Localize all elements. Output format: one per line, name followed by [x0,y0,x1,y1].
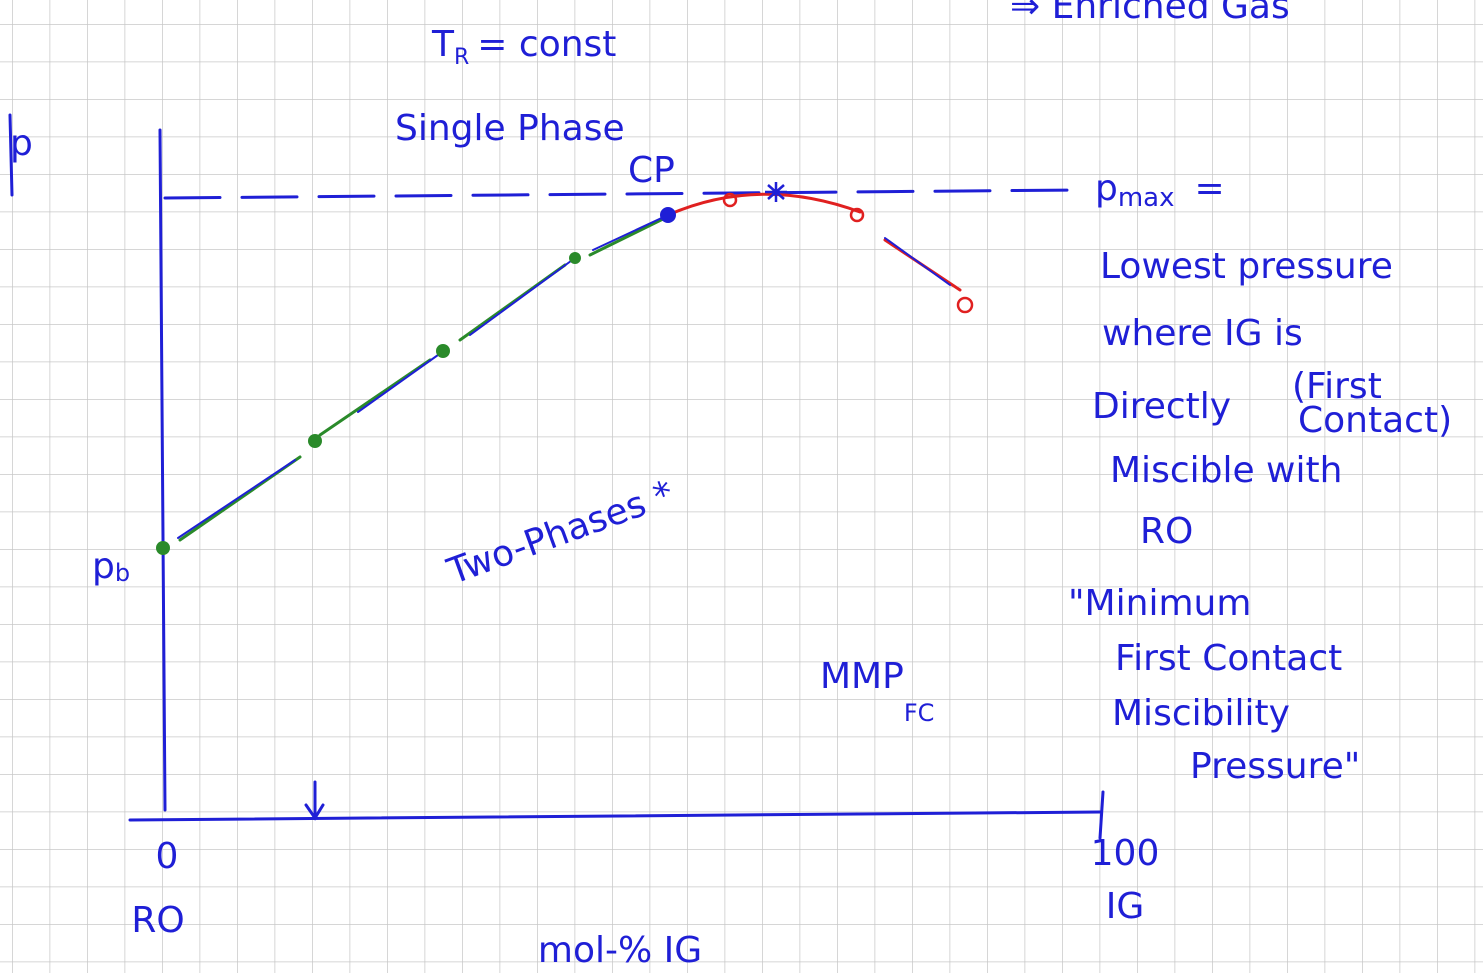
symbol: p [1095,168,1118,209]
x-end-label: IG [1106,886,1145,927]
diagram: ⇒ Enriched Gas TR= const Single Phase p … [0,0,1483,973]
symbol: T [431,24,455,65]
point [569,252,581,264]
page: ⇒ Enriched Gas TR= const Single Phase p … [0,0,1483,973]
y-label: p [10,123,33,164]
mmp-line: Miscibility [1112,693,1290,734]
x-end-value: 100 [1091,833,1160,874]
x-start-label: RO [131,900,184,941]
subscript: max [1118,183,1175,213]
definition-line: RO [1140,511,1193,552]
text: = const [477,24,616,65]
definition-line: Directly [1092,386,1231,427]
star [765,182,787,202]
x-start-value: 0 [156,836,179,877]
definition-line: where IG is [1102,313,1303,354]
x-label: mol-% IG [538,930,702,971]
cp-label: CP [628,150,675,191]
point [436,344,450,358]
note: ⇒ Enriched Gas [1010,0,1290,27]
point [156,541,170,555]
mmp-line: "Minimum [1068,583,1251,624]
point [308,434,322,448]
symbol: MMP [820,656,904,697]
definition-line: Lowest pressure [1100,246,1393,287]
region-label: Single Phase [395,108,625,149]
point [660,207,676,223]
mmp-line: Pressure" [1190,746,1360,787]
symbol: p [92,546,115,587]
equals: = [1195,168,1225,209]
paren-line: Contact) [1298,400,1452,441]
subscript: b [115,559,130,587]
subscript: R [454,45,469,70]
mmp-line: First Contact [1115,638,1342,679]
subscript: FC [904,699,935,727]
definition-line: Miscible with [1110,450,1342,491]
